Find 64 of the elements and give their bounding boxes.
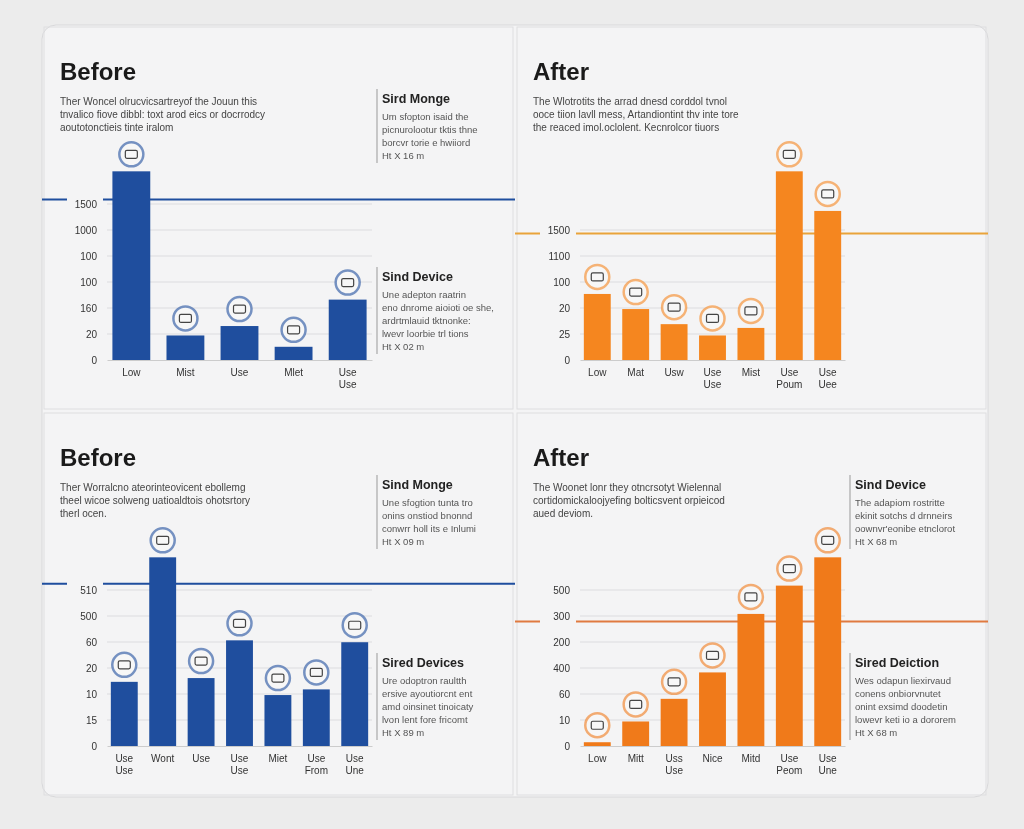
bar [187, 678, 215, 746]
chart-title: After [533, 444, 590, 471]
bar [341, 642, 369, 746]
bar [264, 695, 292, 746]
bar [660, 324, 688, 360]
bar [226, 640, 253, 746]
x-tick-label: Low [588, 753, 608, 764]
x-tick-label: Use Uee [818, 367, 838, 390]
bar [699, 335, 726, 360]
text: 0 25 20 100 1100 1500 [547, 224, 570, 366]
x-tick-label: Uss Use [665, 753, 684, 776]
bar [775, 585, 803, 746]
text: 0 15 10 20 60 500 510 [80, 584, 97, 752]
chart-subtitle: Ther Woncel olrucvicsartreyof the Jouun this tnvalico fiove dibbl: toxt arod eics or docrrodcy aoutotonctieis tinte iralom [60, 96, 266, 133]
x-tick-label: Mist [741, 367, 761, 378]
x-tick-label: Low [588, 367, 608, 378]
bar [302, 689, 330, 746]
text: Sind Monge Une sfogtion tunta tro onins onstiod bnonnd conwrr holl its e Inlumi Ht X 09 m [382, 478, 476, 547]
bar [775, 171, 803, 360]
x-tick-label: Use Peom [776, 753, 803, 776]
x-tick-label: Use [230, 367, 249, 378]
bar [814, 557, 842, 746]
x-tick-label: Use Une [345, 753, 365, 776]
text: Sind Device The adapiom rostritte ekinit sotchs d drnneirs oownvr'eonibe etnclorot Ht X 68 m [855, 478, 956, 547]
chart-subtitle: The Woonet lonr they otncrsotyt Wielennal cortidomickaloojyefing bolticsvent orpieicod aued deviom. [533, 482, 725, 519]
bar [583, 742, 611, 746]
text: Sind Device Une adepton raatrin eno dnrome aioioti oe she, ardrtmlauid tktnonke: lwevr loorbie trl tions Ht X 02 m [382, 270, 494, 352]
x-tick-label: Use Use [703, 367, 722, 390]
bar [328, 299, 367, 360]
x-tick-label: Mitt [627, 753, 644, 764]
bar [220, 326, 259, 360]
x-tick-label: Mitd [741, 753, 761, 764]
x-tick-label: Mlet [284, 367, 304, 378]
bar [166, 335, 205, 360]
chart-title: Before [60, 58, 137, 85]
bar [622, 309, 650, 360]
bar [699, 672, 726, 746]
bar [622, 721, 650, 746]
bar [660, 698, 688, 746]
x-tick-label: Use Use [338, 367, 357, 390]
x-tick-label: Use Use [115, 753, 134, 776]
x-tick-label: Use Use [230, 753, 249, 776]
bar [274, 346, 313, 360]
x-tick-label: Usw [664, 367, 685, 378]
x-tick-label: Use From [304, 753, 328, 776]
text: 0 20 160 100 100 1000 1500 [74, 198, 97, 366]
x-tick-label: Miet [268, 753, 288, 764]
x-tick-label: Mist [176, 367, 195, 378]
x-tick-label: Use [192, 753, 211, 764]
chart-title: Before [60, 444, 137, 471]
x-tick-label: Use Poum [776, 367, 803, 390]
text: Sired Deiction Wes odapun liexirvaud conens onbiorvnutet onint exsimd doodetin lowevr keti io a dororem Ht X 68 m [855, 656, 956, 738]
chart-subtitle: Ther Worralcno ateorinteovicent ebollemg theel wicoe solweng uatioaldtois ohotsrtory therl ocen. [60, 482, 251, 519]
x-tick-label: Nice [702, 753, 723, 764]
chart-subtitle: The Wlotrotits the arrad dnesd corddol tvnol ooce tiion lavll mess, Artandiontint thv inte tore the reaced imol.oclolent. Kecnrolcor tiuors [533, 96, 740, 133]
x-tick-label: Wont [151, 753, 175, 764]
x-tick-label: Use Une [818, 753, 838, 776]
chart-title: After [533, 58, 590, 85]
text: Sired Devices Ure odoptron raultth ersive ayoutiorcnt ent amd oinsinet tinoicaty lvon lent fore fricomt Ht X 89 m [382, 656, 474, 738]
text: 0 10 60 400 200 300 500 [553, 584, 570, 752]
text: Sird Monge Um sfopton isaid the picnurolootur tktis thne borcvr torie e hwiiord Ht X 16 m [382, 92, 478, 161]
x-tick-label: Mat [627, 367, 645, 378]
x-tick-label: Low [122, 367, 142, 378]
bar [110, 681, 138, 746]
